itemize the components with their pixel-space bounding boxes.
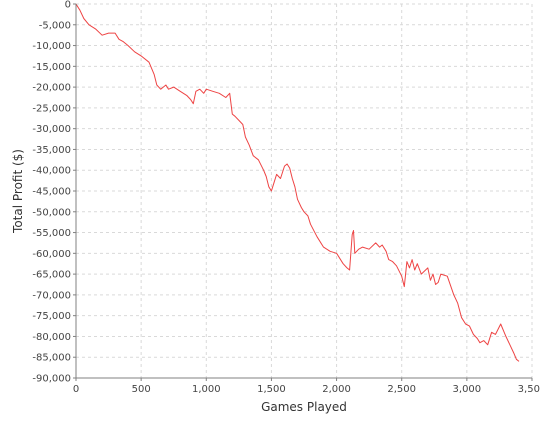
- y-tick-label: -65,000: [32, 270, 71, 281]
- x-tick-label: 1,000: [192, 384, 221, 395]
- x-tick-label: 2,000: [322, 384, 351, 395]
- y-axis-label: Total Profit ($): [11, 149, 25, 234]
- x-tick-label: 3,500: [518, 384, 540, 395]
- y-tick-label: -40,000: [32, 166, 71, 177]
- grid: [75, 3, 533, 379]
- x-tick-label: 0: [73, 384, 79, 395]
- x-axis-label: Games Played: [261, 400, 347, 414]
- x-tick-label: 500: [132, 384, 151, 395]
- y-tick-label: -15,000: [32, 62, 71, 73]
- y-tick-label: -80,000: [32, 332, 71, 343]
- x-axis-ticks: 0 500 1,000 1,500 2,000 2,500 3,000 3,500: [73, 378, 540, 395]
- y-tick-label: -70,000: [32, 290, 71, 301]
- series-layer: [75, 3, 520, 362]
- y-tick-label: -50,000: [32, 207, 71, 218]
- y-tick-label: -30,000: [32, 124, 71, 135]
- x-tick-label: 3,000: [453, 384, 482, 395]
- y-tick-label: -45,000: [32, 187, 71, 198]
- x-tick-label: 1,500: [257, 384, 286, 395]
- series-line: [75, 3, 520, 362]
- y-tick-label: 0: [65, 0, 71, 11]
- y-tick-label: -35,000: [32, 145, 71, 156]
- y-tick-label: -10,000: [32, 41, 71, 52]
- y-tick-label: -75,000: [32, 311, 71, 322]
- y-tick-label: -20,000: [32, 83, 71, 94]
- y-tick-label: -25,000: [32, 103, 71, 114]
- y-tick-label: -60,000: [32, 249, 71, 260]
- y-tick-label: -5,000: [39, 20, 71, 31]
- y-tick-label: -85,000: [32, 353, 71, 364]
- x-tick-label: 2,500: [387, 384, 416, 395]
- y-tick-label: -90,000: [32, 374, 71, 385]
- y-tick-label: -55,000: [32, 228, 71, 239]
- y-axis-ticks: 0 -5,000 -10,000 -15,000 -20,000 -25,000 -30,0…: [32, 0, 76, 385]
